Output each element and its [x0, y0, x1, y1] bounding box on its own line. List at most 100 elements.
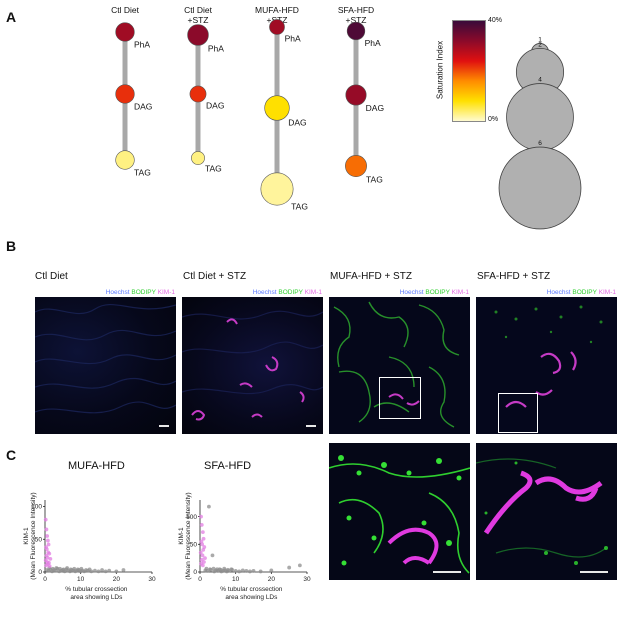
lipid-bubble-pha — [269, 19, 285, 35]
lipid-label: DAG — [288, 118, 306, 128]
data-point — [287, 565, 292, 570]
x-axis-label: % tubular crossection — [220, 586, 283, 593]
lipid-bubble-tag — [191, 151, 205, 165]
data-point — [237, 569, 242, 574]
tissue-texture — [476, 458, 608, 565]
scatter-title-mufa: MUFA-HFD — [68, 460, 125, 472]
x-tick-label: 0 — [43, 576, 47, 583]
size-legend-label: 4 — [538, 77, 542, 84]
y-tick-label: 0 — [193, 569, 197, 576]
size-legend-label: 1 — [538, 36, 542, 43]
size-legend-bubble — [498, 146, 582, 230]
lipid-label: DAG — [206, 101, 224, 111]
data-point — [200, 530, 205, 535]
lipid-bubble-dag — [264, 95, 290, 121]
saturation-colorbar — [452, 20, 486, 122]
colorbar-title: Saturation Index — [435, 40, 445, 100]
scatter-title-sfa: SFA-HFD — [204, 460, 252, 472]
lipid-bubble-dag — [115, 84, 135, 104]
data-point — [200, 563, 205, 568]
data-point — [229, 567, 234, 572]
lipid-label: TAG — [366, 174, 383, 184]
tissue-texture — [35, 304, 176, 414]
data-point — [65, 566, 70, 570]
data-point — [201, 547, 206, 552]
y-axis-label: KIM-1 — [178, 527, 185, 545]
data-point — [210, 553, 215, 558]
x-tick-label: 0 — [198, 576, 202, 583]
data-point — [248, 569, 252, 574]
data-point — [72, 566, 77, 571]
scale-bar — [433, 571, 461, 573]
channel-legend-1: Hoechst BODIPY KIM-1 — [105, 289, 175, 296]
data-point — [47, 564, 52, 569]
data-point — [46, 542, 51, 547]
data-point — [215, 567, 220, 572]
data-point — [121, 568, 126, 572]
lipid-label: PhA — [208, 43, 224, 53]
data-point — [44, 563, 48, 568]
data-point — [54, 566, 59, 570]
image-title-2: Ctl Diet + STZ — [183, 271, 247, 282]
data-point — [44, 547, 49, 551]
lipid-label: PhA — [285, 33, 301, 43]
micrograph-mufa-hfd-stz — [329, 297, 470, 434]
x-axis-label: area showing LDs — [225, 594, 278, 601]
y-axis-label: (Mean Fluorescence Intensity) — [30, 492, 37, 579]
data-point — [100, 568, 104, 572]
data-point — [103, 569, 108, 574]
data-point — [204, 566, 209, 571]
data-point — [47, 551, 52, 556]
data-point — [96, 569, 101, 574]
panel-letter-c: C — [6, 447, 17, 463]
data-point — [269, 568, 274, 573]
data-point — [218, 567, 223, 572]
tissue-texture — [182, 310, 323, 421]
data-point — [93, 568, 97, 573]
lipid-bubble-tag — [115, 150, 135, 170]
data-point — [61, 567, 66, 572]
lipid-bubble-dag — [345, 84, 367, 106]
lipid-label: TAG — [134, 168, 151, 178]
data-point — [75, 567, 80, 572]
data-point — [233, 568, 238, 573]
colorbar-max-label: 40% — [488, 17, 503, 24]
x-tick-label: 10 — [77, 576, 85, 583]
data-point — [87, 567, 92, 572]
data-point — [45, 534, 50, 538]
channel-legend-4: Hoechst BODIPY KIM-1 — [546, 289, 616, 296]
lipid-bubble-dag — [189, 85, 207, 103]
data-point — [201, 536, 206, 541]
data-point — [79, 566, 84, 571]
x-tick-label: 30 — [303, 576, 311, 583]
tissue-texture — [329, 455, 470, 574]
micrograph-ctl-diet — [35, 297, 176, 434]
x-tick-label: 20 — [268, 576, 276, 583]
lipid-bubble-pha — [115, 22, 135, 42]
data-point — [114, 569, 119, 574]
y-tick-label: 0 — [38, 569, 42, 576]
condition-title-1: Ctl Diet — [111, 5, 139, 15]
image-title-4: SFA-HFD + STZ — [477, 271, 551, 282]
zoom-region-box — [379, 377, 421, 419]
lipid-bubble-pha — [187, 24, 209, 46]
lipid-bubble-tag — [260, 172, 294, 206]
x-tick-label: 20 — [113, 576, 121, 583]
data-point — [297, 563, 302, 568]
scale-bar — [159, 425, 169, 427]
y-tick-label: 100 — [31, 504, 42, 511]
data-point — [240, 568, 245, 573]
lipid-label: PhA — [365, 38, 381, 48]
lipid-label: DAG — [366, 103, 384, 113]
data-point — [200, 542, 205, 547]
lipid-bubble-pha — [346, 21, 366, 41]
y-tick-label: 50 — [190, 542, 198, 549]
data-point — [44, 527, 49, 532]
data-point — [222, 566, 227, 571]
colorbar-min-label: 0% — [488, 116, 499, 123]
data-point — [50, 566, 55, 571]
micrograph-zoom-mufa — [329, 443, 470, 580]
y-tick-label: 50 — [35, 536, 43, 543]
